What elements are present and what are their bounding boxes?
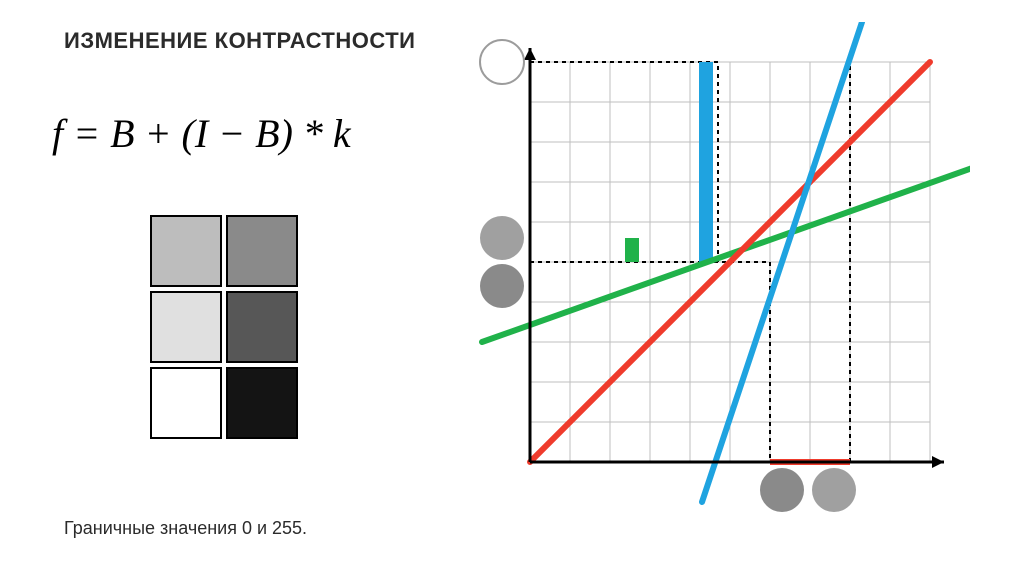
page-title: ИЗМЕНЕНИЕ КОНТРАСТНОСТИ	[64, 28, 415, 54]
footnote-text: Граничные значения 0 и 255.	[64, 518, 307, 539]
swatch	[150, 367, 222, 439]
swatch	[226, 367, 298, 439]
swatch	[226, 291, 298, 363]
swatch	[150, 215, 222, 287]
contrast-chart	[470, 22, 970, 512]
swatch	[226, 215, 298, 287]
formula-text: f = B + (I − B) * k	[52, 110, 351, 157]
swatch	[150, 291, 222, 363]
gray-swatch-grid	[150, 215, 298, 439]
